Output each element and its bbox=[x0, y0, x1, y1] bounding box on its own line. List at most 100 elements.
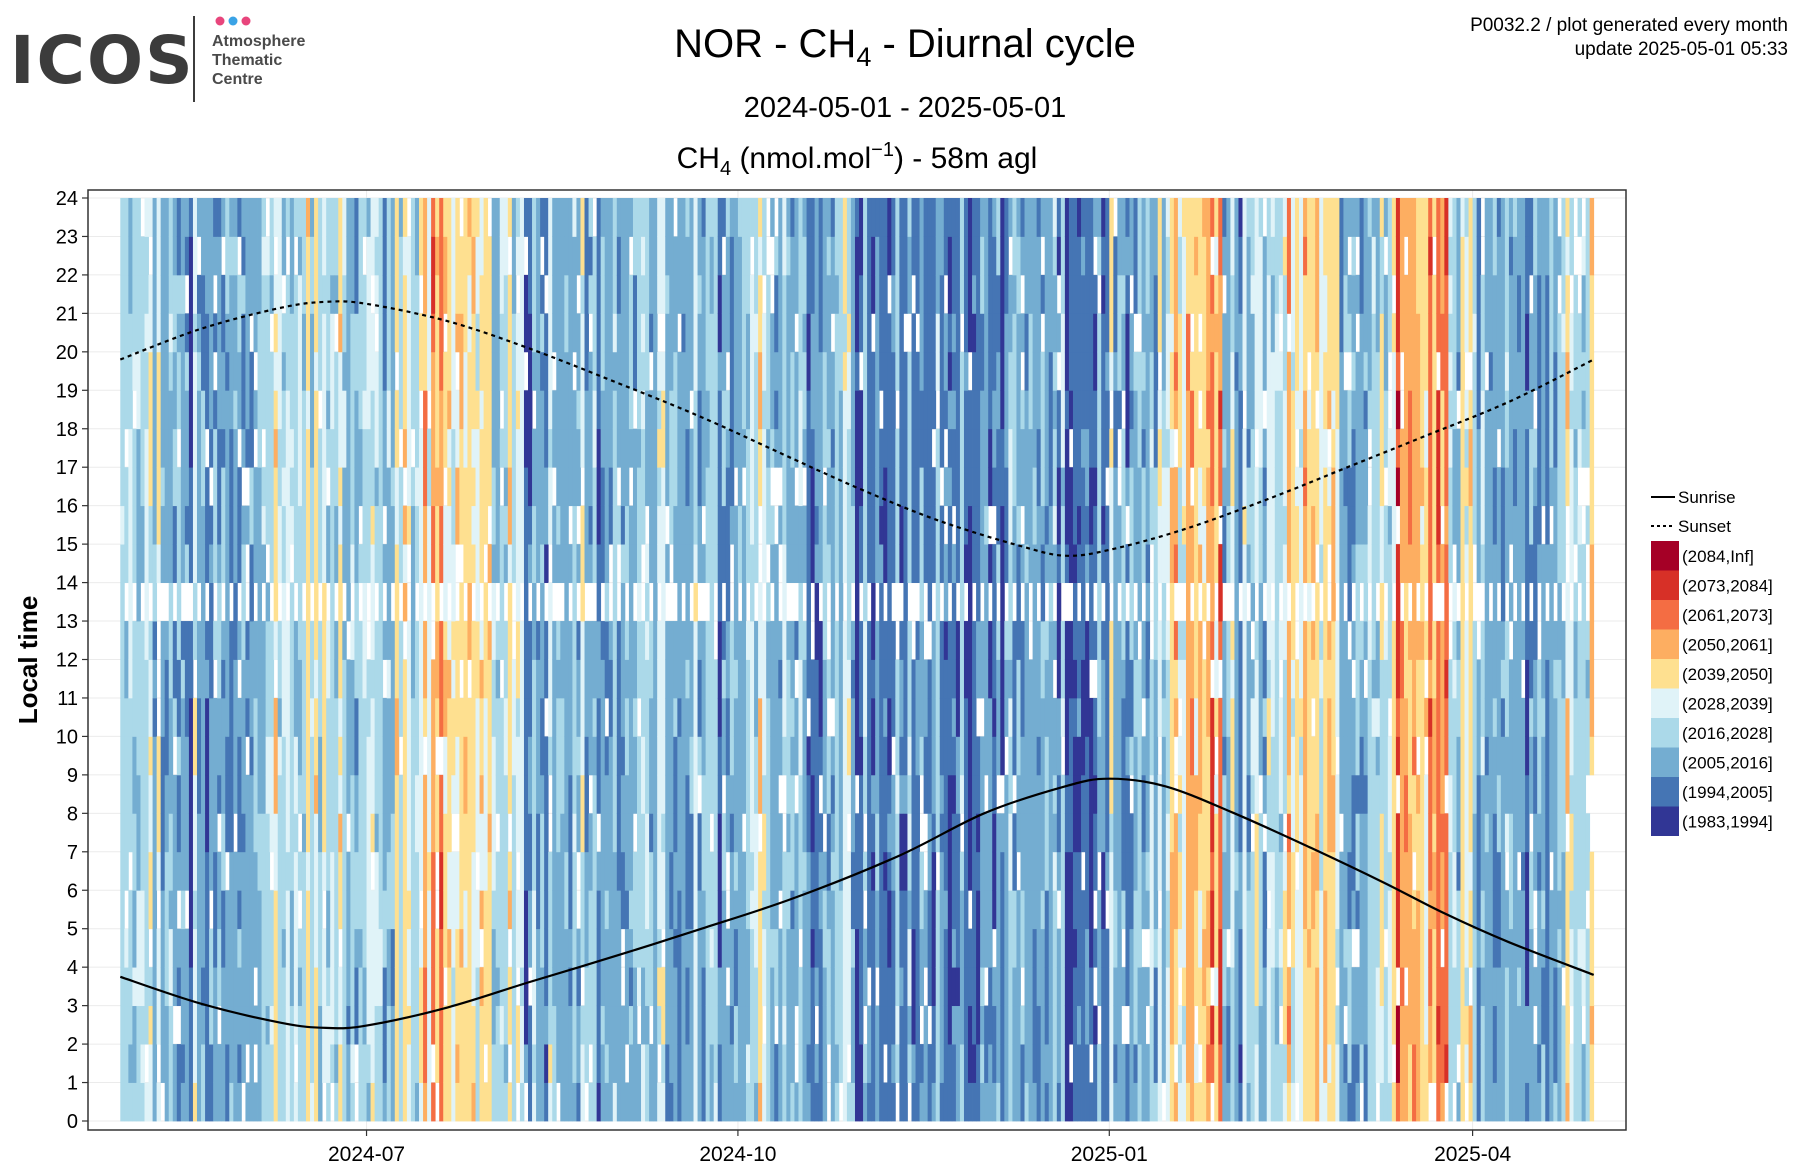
heatmap-cell bbox=[334, 813, 339, 853]
heatmap-cell bbox=[338, 697, 343, 737]
heatmap-cell bbox=[612, 851, 618, 891]
heatmap-cell bbox=[350, 274, 355, 314]
heatmap-cell bbox=[350, 736, 355, 776]
heatmap-cell bbox=[192, 505, 198, 545]
heatmap-cell bbox=[536, 1005, 541, 1045]
heatmap-cell bbox=[576, 621, 581, 660]
heatmap-cell bbox=[310, 890, 315, 930]
heatmap-cell bbox=[273, 621, 279, 660]
heatmap-cell bbox=[895, 813, 900, 853]
heatmap-cell bbox=[124, 697, 129, 737]
heatmap-cell bbox=[653, 351, 658, 391]
heatmap-cell bbox=[205, 390, 210, 430]
heatmap-cell bbox=[943, 1082, 949, 1122]
heatmap-cell bbox=[762, 1044, 767, 1083]
heatmap-cell bbox=[669, 967, 674, 1007]
heatmap-cell bbox=[649, 428, 654, 468]
heatmap-cell bbox=[447, 851, 452, 891]
heatmap-cell bbox=[293, 274, 299, 314]
heatmap-cell bbox=[467, 582, 472, 622]
heatmap-cell bbox=[624, 659, 630, 699]
heatmap-cell bbox=[632, 467, 638, 507]
heatmap-cell bbox=[628, 390, 634, 430]
heatmap-cell bbox=[249, 428, 254, 468]
heatmap-cell bbox=[939, 697, 945, 737]
heatmap-cell bbox=[778, 313, 783, 353]
heatmap-cell bbox=[269, 697, 275, 737]
heatmap-cell bbox=[249, 736, 254, 776]
heatmap-cell bbox=[891, 851, 896, 891]
heatmap-cell bbox=[366, 236, 371, 276]
heatmap-cell bbox=[976, 236, 981, 276]
heatmap-cell bbox=[354, 198, 359, 237]
heatmap-cell bbox=[221, 1082, 226, 1122]
heatmap-cell bbox=[935, 736, 941, 776]
heatmap-cell bbox=[483, 236, 489, 276]
heatmap-cell bbox=[378, 697, 384, 737]
heatmap-cell bbox=[588, 813, 593, 853]
heatmap-cell bbox=[875, 890, 880, 930]
heatmap-cell bbox=[491, 1005, 497, 1045]
heatmap-cell bbox=[423, 236, 428, 276]
heatmap-cell bbox=[830, 1044, 836, 1083]
heatmap-cell bbox=[1000, 697, 1005, 737]
heatmap-cell bbox=[814, 774, 820, 814]
heatmap-cell bbox=[463, 928, 468, 968]
heatmap-cell bbox=[794, 813, 799, 853]
heatmap-cell bbox=[588, 851, 593, 891]
heatmap-cell bbox=[754, 697, 759, 737]
heatmap-cell bbox=[802, 428, 807, 468]
heatmap-cell bbox=[511, 313, 517, 353]
heatmap-cell bbox=[923, 890, 929, 930]
heatmap-cell bbox=[931, 890, 937, 930]
heatmap-cell bbox=[988, 428, 993, 468]
heatmap-cell bbox=[741, 428, 747, 468]
heatmap-cell bbox=[1004, 1005, 1009, 1045]
heatmap-cell bbox=[992, 851, 997, 891]
heatmap-cell bbox=[822, 274, 828, 314]
heatmap-cell bbox=[604, 428, 610, 468]
heatmap-cell bbox=[435, 544, 440, 583]
heatmap-cell bbox=[479, 774, 484, 814]
heatmap-cell bbox=[911, 774, 916, 814]
heatmap-cell bbox=[556, 928, 561, 968]
heatmap-cell bbox=[443, 774, 448, 814]
heatmap-cell bbox=[540, 851, 545, 891]
heatmap-cell bbox=[725, 505, 731, 545]
heatmap-cell bbox=[984, 351, 989, 391]
heatmap-cell bbox=[338, 198, 343, 237]
heatmap-cell bbox=[217, 467, 222, 507]
heatmap-cell bbox=[854, 659, 860, 699]
heatmap-cell bbox=[354, 736, 359, 776]
heatmap-cell bbox=[237, 774, 242, 814]
heatmap-cell bbox=[620, 544, 626, 583]
heatmap-cell bbox=[366, 967, 371, 1007]
heatmap-cell bbox=[475, 813, 480, 853]
heatmap-cell bbox=[225, 274, 230, 314]
heatmap-cell bbox=[160, 236, 166, 276]
heatmap-cell bbox=[871, 621, 876, 660]
heatmap-cell bbox=[745, 851, 751, 891]
heatmap-cell bbox=[600, 1082, 606, 1122]
heatmap-cell bbox=[205, 928, 210, 968]
heatmap-cell bbox=[560, 697, 565, 737]
heatmap-cell bbox=[120, 774, 125, 814]
heatmap-cell bbox=[879, 274, 884, 314]
heatmap-cell bbox=[338, 967, 343, 1007]
heatmap-cell bbox=[205, 1082, 210, 1122]
heatmap-cell bbox=[782, 736, 787, 776]
heatmap-cell bbox=[475, 313, 480, 353]
heatmap-cell bbox=[794, 390, 799, 430]
heatmap-cell bbox=[745, 544, 751, 583]
heatmap-cell bbox=[366, 774, 371, 814]
heatmap-cell bbox=[330, 313, 335, 353]
heatmap-cell bbox=[931, 851, 937, 891]
heatmap-cell bbox=[568, 659, 573, 699]
heatmap-cell bbox=[911, 390, 916, 430]
heatmap-cell bbox=[265, 851, 271, 891]
heatmap-cell bbox=[140, 390, 145, 430]
heatmap-cell bbox=[600, 621, 606, 660]
heatmap-cell bbox=[616, 236, 622, 276]
heatmap-cell bbox=[451, 697, 456, 737]
heatmap-cell bbox=[495, 1005, 501, 1045]
